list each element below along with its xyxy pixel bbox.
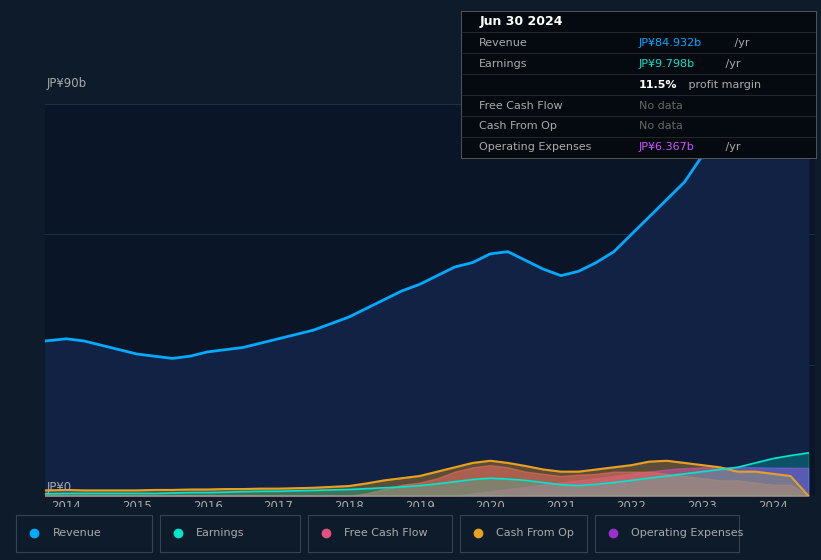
Text: Revenue: Revenue (479, 38, 528, 48)
Text: Revenue: Revenue (53, 529, 101, 538)
Text: Earnings: Earnings (196, 529, 245, 538)
Text: JP¥0: JP¥0 (47, 481, 72, 494)
Text: No data: No data (639, 122, 682, 132)
Bar (595, 515, 739, 552)
Text: JP¥6.367b: JP¥6.367b (639, 142, 695, 152)
Text: Free Cash Flow: Free Cash Flow (344, 529, 428, 538)
Bar (308, 515, 452, 552)
Text: Free Cash Flow: Free Cash Flow (479, 101, 562, 110)
Text: Operating Expenses: Operating Expenses (631, 529, 744, 538)
Text: Cash From Op: Cash From Op (496, 529, 574, 538)
Text: Cash From Op: Cash From Op (479, 122, 557, 132)
Text: profit margin: profit margin (685, 80, 761, 90)
Text: Operating Expenses: Operating Expenses (479, 142, 591, 152)
Text: /yr: /yr (722, 59, 741, 69)
Text: Jun 30 2024: Jun 30 2024 (479, 15, 562, 28)
Text: 11.5%: 11.5% (639, 80, 677, 90)
Text: JP¥90b: JP¥90b (47, 77, 87, 90)
Text: /yr: /yr (731, 38, 750, 48)
Bar (16, 515, 152, 552)
Bar (460, 515, 587, 552)
Text: No data: No data (639, 101, 682, 110)
Bar (160, 515, 300, 552)
Text: JP¥84.932b: JP¥84.932b (639, 38, 702, 48)
Text: JP¥9.798b: JP¥9.798b (639, 59, 695, 69)
Text: /yr: /yr (722, 142, 741, 152)
Text: Earnings: Earnings (479, 59, 528, 69)
